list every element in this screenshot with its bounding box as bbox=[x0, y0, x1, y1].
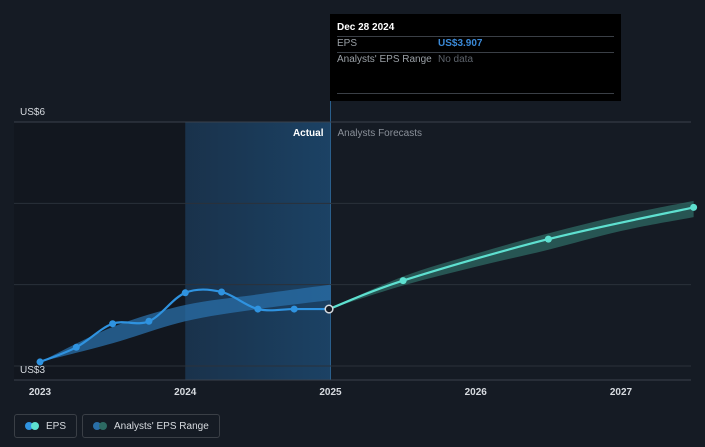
tooltip: Dec 28 2024 EPS US$3.907 Analysts' EPS R… bbox=[330, 14, 621, 101]
past-range-band bbox=[40, 284, 331, 362]
tooltip-range-label: Analysts' EPS Range bbox=[337, 54, 432, 65]
eps-point bbox=[36, 358, 44, 366]
x-tick-label: 2023 bbox=[29, 387, 52, 398]
forecast-label: Analysts Forecasts bbox=[338, 128, 422, 139]
eps-point bbox=[290, 305, 298, 313]
y-label-bottom: US$3 bbox=[20, 365, 45, 376]
forecast-range-band bbox=[329, 200, 694, 310]
range-swatch-icon bbox=[93, 422, 108, 430]
tooltip-divider bbox=[337, 93, 614, 94]
tooltip-date: Dec 28 2024 bbox=[337, 22, 395, 33]
x-tick-label: 2027 bbox=[610, 387, 633, 398]
x-tick-label: 2024 bbox=[174, 387, 197, 398]
eps-point bbox=[145, 317, 153, 325]
forecast-line bbox=[328, 206, 694, 311]
tooltip-eps-row: EPS US$3.907 bbox=[337, 36, 614, 52]
tooltip-range-row: Analysts' EPS Range No data bbox=[337, 52, 614, 68]
legend-range-label: Analysts' EPS Range bbox=[114, 420, 209, 432]
legend-eps-label: EPS bbox=[46, 420, 67, 432]
actual-label: Actual bbox=[293, 128, 324, 139]
eps-point bbox=[181, 289, 189, 297]
legend-item-range[interactable]: Analysts' EPS Range bbox=[82, 414, 220, 438]
x-tick-label: 2026 bbox=[465, 387, 488, 398]
forecast-point bbox=[399, 277, 407, 285]
eps-point bbox=[109, 320, 117, 328]
eps-point bbox=[72, 343, 80, 351]
tooltip-range-value: No data bbox=[438, 54, 474, 65]
y-label-top: US$6 bbox=[20, 107, 45, 118]
hover-point bbox=[324, 304, 334, 314]
tooltip-eps-value: US$3.907 bbox=[438, 38, 483, 49]
forecast-point bbox=[690, 203, 698, 211]
highlight-band bbox=[185, 122, 331, 380]
eps-point bbox=[218, 288, 226, 296]
eps-swatch-icon bbox=[25, 422, 40, 430]
eps-point bbox=[254, 305, 262, 313]
forecast-point bbox=[544, 235, 552, 243]
legend-item-eps[interactable]: EPS bbox=[14, 414, 78, 438]
tooltip-eps-label: EPS bbox=[337, 38, 358, 49]
legend: EPS Analysts' EPS Range bbox=[14, 414, 220, 438]
x-tick-label: 2025 bbox=[319, 387, 342, 398]
